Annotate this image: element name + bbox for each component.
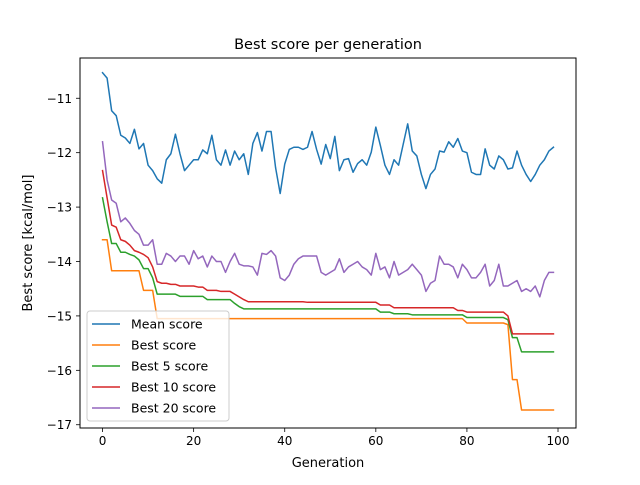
plot-frame bbox=[79, 57, 577, 429]
x-axis: 0 20 40 60 80 100 bbox=[99, 428, 570, 448]
x-tick-label: 0 bbox=[99, 434, 107, 448]
legend-label: Best 10 score bbox=[131, 380, 216, 395]
x-axis-label: Generation bbox=[292, 456, 365, 471]
y-tick-label: −17 bbox=[47, 418, 72, 432]
series-line-mean-score bbox=[101, 71, 555, 195]
y-tick-label: −15 bbox=[47, 309, 72, 323]
chart-title: Best score per generation bbox=[234, 37, 422, 53]
x-tick-label: 20 bbox=[186, 434, 201, 448]
y-tick-label: −11 bbox=[47, 92, 72, 106]
legend-box bbox=[86, 310, 230, 422]
series-line-best-5-score bbox=[101, 196, 555, 353]
x-tick-label: 60 bbox=[368, 434, 383, 448]
x-tick-label: 100 bbox=[547, 434, 570, 448]
legend-label: Mean score bbox=[131, 317, 203, 332]
y-tick-label: −14 bbox=[47, 255, 72, 269]
y-tick-label: −13 bbox=[47, 201, 72, 215]
legend-label: Best score bbox=[131, 338, 197, 353]
legend-label: Best 5 score bbox=[131, 359, 208, 374]
y-axis-label: Best score [kcal/mol] bbox=[21, 175, 36, 312]
x-tick-label: 80 bbox=[459, 434, 474, 448]
y-tick-label: −16 bbox=[47, 364, 72, 378]
series-line-best-10-score bbox=[101, 169, 555, 335]
x-tick-label: 40 bbox=[277, 434, 292, 448]
y-axis: −17 −16 −15 −14 −13 −12 −11 bbox=[47, 92, 80, 432]
legend: Mean score Best score Best 5 score Best 10 … bbox=[86, 310, 230, 422]
y-tick-label: −12 bbox=[47, 146, 72, 160]
series-line-best-20-score bbox=[101, 140, 555, 298]
legend-label: Best 20 score bbox=[131, 401, 216, 416]
